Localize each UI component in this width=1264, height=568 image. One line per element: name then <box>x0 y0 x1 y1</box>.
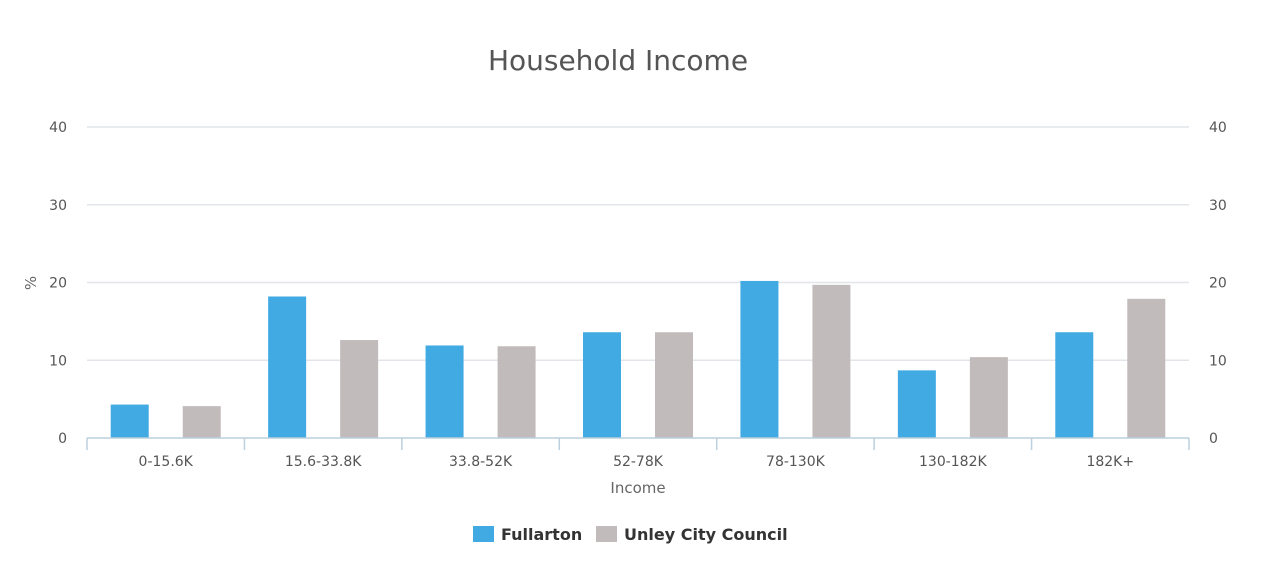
x-axis-tick-labels: 0-15.6K 15.6-33.8K 33.8-52K 52-78K 78-130K 13… <box>139 454 1135 470</box>
bar[interactable] <box>497 346 536 438</box>
series-0 <box>110 280 1094 438</box>
legend-item[interactable]: Fullarton <box>473 525 582 544</box>
y-tick-label-left: 30 <box>49 198 67 214</box>
x-axis-label: Income <box>610 479 665 497</box>
grid-lines <box>87 126 1189 361</box>
y-tick-label-right: 20 <box>1209 276 1227 292</box>
legend-item[interactable]: Unley City Council <box>596 525 788 544</box>
y-tick-label-left: 0 <box>58 431 67 447</box>
y-tick-label-right: 40 <box>1209 120 1227 136</box>
x-tick-label: 33.8-52K <box>449 454 513 470</box>
x-tick-label: 52-78K <box>613 454 664 470</box>
y-axis-label: % <box>22 276 40 290</box>
x-tick-label: 15.6-33.8K <box>285 454 362 470</box>
x-tick-label: 130-182K <box>919 454 987 470</box>
x-tick-label: 182K+ <box>1086 454 1134 470</box>
x-axis <box>86 437 1190 450</box>
x-tick-label: 0-15.6K <box>139 454 194 470</box>
bar[interactable] <box>425 345 464 438</box>
bar[interactable] <box>182 406 221 438</box>
legend: Fullarton Unley City Council <box>473 525 788 544</box>
y-tick-label-right: 0 <box>1209 431 1218 447</box>
legend-swatch <box>473 526 494 542</box>
y-tick-label-right: 30 <box>1209 198 1227 214</box>
bar[interactable] <box>1127 298 1166 438</box>
y-tick-label-right: 10 <box>1209 353 1227 369</box>
legend-swatch <box>596 526 617 542</box>
bar[interactable] <box>655 332 693 438</box>
bar[interactable] <box>969 357 1008 438</box>
y-tick-label-left: 20 <box>49 276 67 292</box>
bar[interactable] <box>110 404 149 438</box>
bar[interactable] <box>340 340 379 438</box>
y-axis-left: 0 10 20 30 40 <box>49 120 67 447</box>
bar[interactable] <box>268 296 307 438</box>
chart-title: Household Income <box>488 44 748 77</box>
y-tick-label-left: 40 <box>49 120 67 136</box>
x-tick-label: 78-130K <box>766 454 826 470</box>
y-tick-label-left: 10 <box>49 353 67 369</box>
legend-label: Fullarton <box>501 525 582 544</box>
y-axis-right: 0 10 20 30 40 <box>1209 120 1227 447</box>
bar[interactable] <box>897 370 936 438</box>
bars <box>110 280 1166 438</box>
bar[interactable] <box>583 332 621 438</box>
bar[interactable] <box>1055 332 1094 438</box>
series-1 <box>182 284 1166 438</box>
legend-label: Unley City Council <box>624 525 788 544</box>
bar[interactable] <box>812 284 851 438</box>
bar[interactable] <box>740 280 779 438</box>
